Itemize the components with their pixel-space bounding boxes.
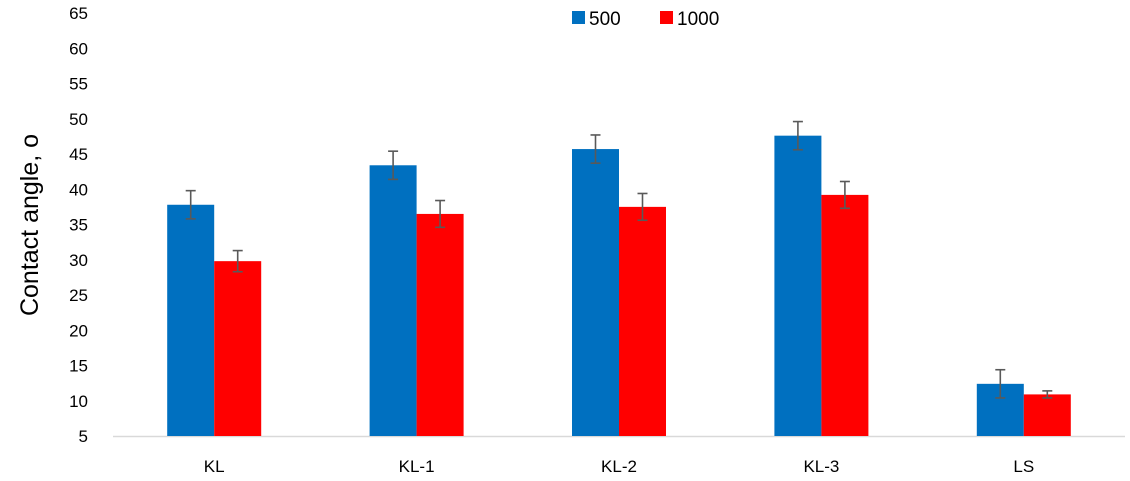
x-category-label: LS (1013, 457, 1034, 476)
error-bar-1000-KL-1 (435, 199, 446, 229)
bar-500-KL (167, 204, 215, 436)
y-tick-label: 40 (69, 180, 88, 199)
error-bar-500-KL-3 (792, 120, 803, 151)
y-tick-label: 10 (69, 392, 88, 411)
legend-label-500: 500 (589, 9, 621, 30)
y-tick-label: 20 (69, 321, 88, 340)
error-bar-500-KL (185, 189, 196, 220)
y-tick-label: 35 (69, 216, 88, 235)
bar-series-group (167, 135, 1071, 437)
y-tick-label: 55 (69, 75, 88, 94)
y-tick-label: 15 (69, 357, 88, 376)
y-axis-tick-labels: 5 10 15 20 25 30 35 40 45 50 55 60 65 (69, 4, 88, 446)
y-tick-label: 65 (69, 4, 88, 23)
y-axis-title: Contact angle, o (16, 134, 44, 316)
legend: 500 1000 (572, 9, 719, 30)
x-category-label: KL-2 (601, 457, 637, 476)
legend-label-1000: 1000 (677, 9, 719, 30)
bar-1000-LS (1023, 394, 1071, 436)
bar-500-KL-1 (369, 165, 417, 436)
y-tick-label: 60 (69, 39, 88, 58)
y-tick-label: 5 (79, 427, 88, 446)
bar-1000-KL (214, 261, 262, 436)
error-bar-500-LS (995, 368, 1006, 399)
y-tick-label: 50 (69, 110, 88, 129)
error-bar-1000-KL (232, 249, 243, 273)
x-category-label: KL (204, 457, 225, 476)
error-bar-500-KL-1 (388, 150, 399, 181)
error-bars-group (185, 120, 1053, 399)
error-bar-1000-KL-2 (637, 192, 648, 222)
bar-500-KL-3 (774, 135, 822, 437)
y-tick-label: 25 (69, 286, 88, 305)
legend-swatch-500 (572, 11, 585, 24)
error-bar-1000-KL-3 (839, 180, 850, 210)
error-bar-500-KL-2 (590, 134, 601, 164)
x-axis-category-labels: KL KL-1 KL-2 KL-3 LS (204, 457, 1034, 476)
error-bar-1000-LS (1042, 390, 1053, 399)
bar-1000-KL-2 (619, 206, 666, 436)
bar-500-KL-2 (572, 149, 619, 436)
bar-1000-KL-1 (416, 213, 464, 436)
y-tick-label: 30 (69, 251, 88, 270)
y-tick-label: 45 (69, 145, 88, 164)
bar-1000-KL-3 (821, 194, 869, 436)
legend-swatch-1000 (660, 11, 673, 24)
x-category-label: KL-3 (803, 457, 839, 476)
x-category-label: KL-1 (399, 457, 435, 476)
